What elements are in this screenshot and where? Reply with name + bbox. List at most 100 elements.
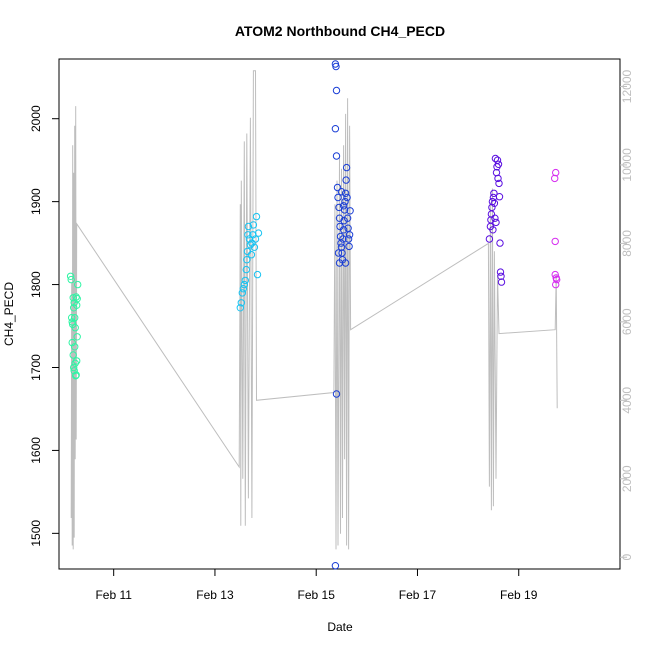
- data-point: [341, 189, 350, 198]
- data-point: [247, 251, 256, 259]
- data-point: [236, 304, 245, 312]
- x-axis-label: Date: [327, 620, 353, 634]
- y-axis-label: CH4_PECD: [2, 282, 16, 346]
- data-point: [496, 239, 504, 247]
- data-point: [553, 275, 561, 284]
- data-point: [254, 229, 263, 237]
- data-point: [71, 324, 79, 332]
- data-point: [346, 207, 354, 215]
- data-point: [250, 243, 259, 251]
- data-point: [238, 289, 247, 297]
- data-point: [494, 160, 503, 169]
- data-point: [70, 367, 78, 375]
- data-point: [490, 189, 498, 198]
- x-tick-label: Feb 15: [298, 588, 336, 602]
- data-point: [246, 241, 255, 249]
- data-point: [331, 125, 340, 133]
- data-point: [343, 214, 352, 222]
- y2-tick-label: 6000: [620, 308, 634, 335]
- data-points: [66, 60, 561, 570]
- y2-tick-label: 8000: [620, 230, 634, 257]
- y-tick-label: 1500: [29, 520, 43, 547]
- data-point: [66, 272, 75, 280]
- data-point: [249, 221, 258, 229]
- data-point: [240, 280, 249, 289]
- data-point: [242, 265, 251, 274]
- data-point: [337, 188, 346, 196]
- data-point: [551, 237, 559, 246]
- data-point: [68, 338, 76, 347]
- y-tick-label: 1900: [29, 188, 43, 215]
- data-point: [73, 295, 81, 303]
- data-point: [551, 270, 559, 279]
- x-tick-label: Feb 11: [95, 588, 132, 602]
- data-point: [494, 174, 502, 183]
- data-point: [340, 206, 349, 214]
- y2-tick-label: 12000: [620, 69, 634, 103]
- data-point: [488, 197, 497, 206]
- altitude-series: [70, 70, 558, 550]
- series-0: [66, 272, 82, 380]
- data-point: [343, 193, 351, 202]
- data-point: [488, 203, 496, 212]
- data-point: [491, 214, 499, 222]
- data-point: [496, 268, 505, 276]
- x-tick-label: Feb 17: [399, 588, 437, 602]
- data-point: [334, 193, 342, 202]
- data-point: [248, 239, 256, 247]
- x-tick-label: Feb 13: [196, 588, 234, 602]
- data-point: [72, 293, 80, 301]
- altitude-line: [70, 70, 558, 550]
- data-point: [345, 231, 354, 239]
- series-2: [331, 60, 354, 570]
- data-point: [339, 202, 348, 210]
- data-point: [339, 235, 347, 243]
- data-point: [332, 152, 341, 160]
- data-point: [74, 280, 82, 289]
- data-point: [497, 272, 505, 280]
- plot-frame: [58, 58, 621, 570]
- y2-tick-label: 10000: [620, 148, 634, 182]
- data-point: [253, 270, 262, 279]
- data-point: [70, 363, 78, 372]
- series-3: [485, 154, 506, 286]
- data-point: [332, 62, 340, 71]
- data-point: [341, 259, 350, 267]
- data-point: [337, 239, 345, 247]
- series-1: [236, 212, 263, 312]
- data-point: [342, 176, 350, 184]
- data-point: [552, 280, 560, 289]
- data-point: [552, 168, 560, 177]
- chart-title: ATOM2 Northbound CH4_PECD: [235, 23, 445, 39]
- data-point: [491, 154, 500, 163]
- data-point: [337, 243, 346, 251]
- x-tick-label: Feb 19: [500, 588, 538, 602]
- data-point: [485, 235, 494, 243]
- data-point: [244, 231, 252, 239]
- secondary-y-axis: 0 2000 4000 6000 8000 10000 12000: [620, 69, 634, 560]
- y-tick-label: 1700: [29, 354, 43, 381]
- data-point: [71, 343, 79, 351]
- data-point: [334, 249, 343, 257]
- y2-tick-label: 2000: [620, 465, 634, 492]
- data-point: [239, 285, 248, 293]
- series-4: [551, 168, 561, 289]
- data-point: [332, 86, 341, 95]
- data-point: [251, 235, 260, 243]
- data-point: [243, 256, 251, 264]
- data-point: [332, 390, 341, 398]
- data-point: [493, 156, 502, 164]
- data-point: [244, 222, 253, 231]
- data-point: [345, 242, 353, 251]
- data-point: [237, 299, 246, 307]
- data-point: [71, 314, 79, 322]
- x-axis: Feb 11 Feb 13 Feb 15 Feb 17 Feb 19: [95, 569, 538, 602]
- data-point: [497, 278, 506, 286]
- data-point: [342, 163, 351, 172]
- data-point: [341, 197, 349, 206]
- data-point: [489, 226, 497, 234]
- data-point: [69, 294, 77, 302]
- y-tick-label: 1600: [29, 437, 43, 464]
- y2-tick-label: 0: [620, 554, 634, 561]
- data-point: [344, 235, 353, 243]
